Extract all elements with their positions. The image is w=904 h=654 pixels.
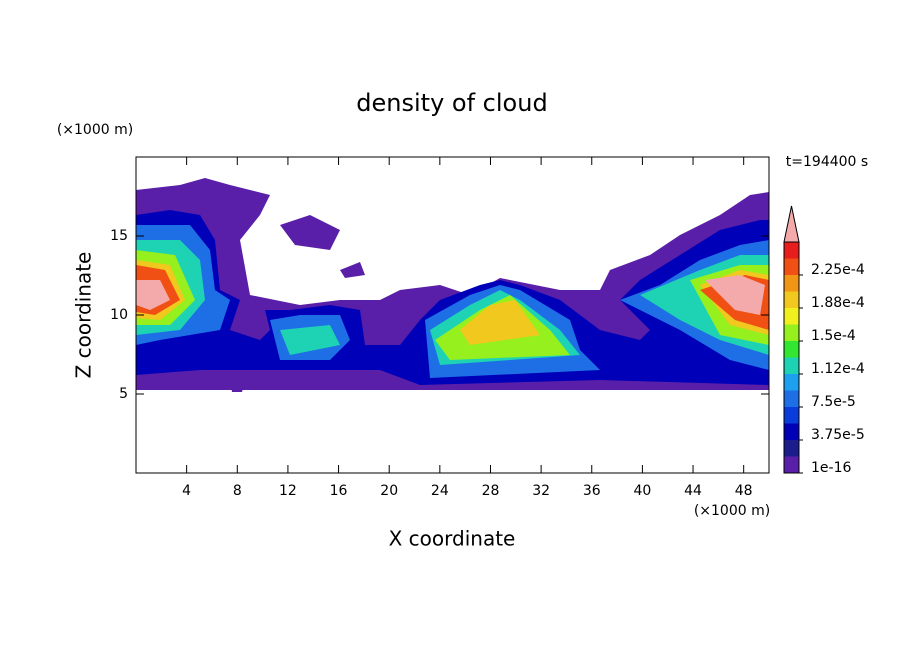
colorbar-band (784, 242, 799, 259)
contour-field (136, 178, 769, 392)
contour-region (136, 240, 769, 365)
x-tick-label: 28 (482, 483, 500, 499)
contour-region (136, 250, 769, 360)
x-tick-label: 36 (583, 483, 601, 499)
x-tick-label: 48 (735, 483, 753, 499)
colorbar-tick-label: 1.5e-4 (811, 328, 856, 344)
colorbar-tick-label: 1.12e-4 (811, 361, 865, 377)
colorbar-band (784, 407, 799, 424)
colorbar-tick-label: 2.25e-4 (811, 262, 865, 278)
x-tick-label: 24 (431, 483, 449, 499)
y-tick-label: 10 (110, 307, 128, 323)
colorbar-tick-label: 7.5e-5 (811, 394, 856, 410)
colorbar-tick-label: 1.88e-4 (811, 295, 865, 311)
colorbar-band (784, 324, 799, 341)
colorbar-extend (783, 205, 800, 243)
x-axis-label: X coordinate (389, 527, 516, 551)
colorbar-band (784, 308, 799, 325)
annotation: t=194400 s (786, 154, 868, 170)
colorbar-band (784, 357, 799, 374)
colorbar-band (784, 374, 799, 391)
colorbar-tick-label: 3.75e-5 (811, 427, 865, 443)
colorbar-band (784, 341, 799, 358)
y-unit: (×1000 m) (57, 122, 133, 138)
x-tick-label: 4 (182, 483, 191, 499)
colorbar-band (784, 456, 799, 473)
colorbar-band (784, 275, 799, 292)
y-axis-label: Z coordinate (72, 252, 96, 379)
colorbar-band (784, 423, 799, 440)
colorbar-tick-label: 1e-16 (811, 460, 851, 476)
x-tick-label: 8 (233, 483, 242, 499)
colorbar-band (784, 258, 799, 275)
colorbar-band (784, 390, 799, 407)
colorbar-frame (783, 241, 800, 474)
x-tick-label: 16 (330, 483, 348, 499)
x-tick-label: 12 (279, 483, 297, 499)
y-tick-label: 5 (119, 386, 128, 402)
x-tick-label: 32 (532, 483, 550, 499)
colorbar-band (784, 291, 799, 308)
x-tick-label: 20 (380, 483, 398, 499)
y-tick-label: 15 (110, 228, 128, 244)
x-tick-label: 40 (633, 483, 651, 499)
chart-title: density of cloud (356, 89, 547, 117)
x-unit: (×1000 m) (694, 503, 770, 519)
x-tick-label: 44 (684, 483, 702, 499)
colorbar-band (784, 440, 799, 457)
